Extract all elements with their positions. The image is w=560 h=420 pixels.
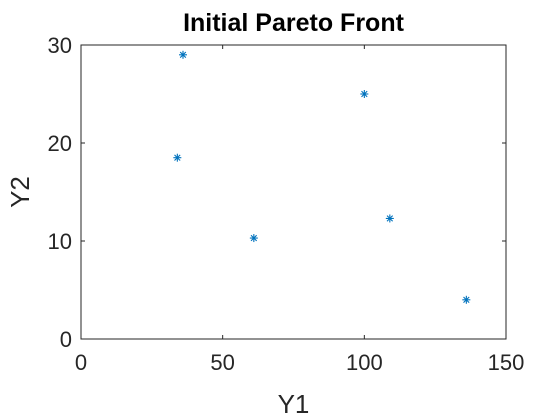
x-tick-label: 0: [75, 350, 87, 375]
x-axis-label: Y1: [278, 389, 310, 419]
chart-title: Initial Pareto Front: [183, 9, 405, 37]
data-points: [173, 50, 471, 304]
y-tick-label: 20: [48, 131, 72, 156]
data-point: [360, 90, 369, 98]
y-axis-label: Y2: [5, 176, 35, 208]
y-tick-label: 30: [48, 33, 72, 58]
data-point: [173, 153, 182, 162]
data-point: [249, 234, 258, 243]
x-tick-label: 100: [346, 350, 383, 375]
x-tick-label: 150: [488, 350, 525, 375]
data-point: [179, 50, 187, 59]
plot-area-frame: [80, 44, 507, 340]
data-point: [385, 214, 394, 223]
axis-ticks: 0 50 100 150 0 10 20 30: [48, 33, 525, 375]
y-tick-label: 0: [60, 327, 72, 352]
x-tick-label: 50: [210, 350, 234, 375]
y-tick-label: 10: [48, 229, 72, 254]
data-point: [462, 295, 471, 304]
